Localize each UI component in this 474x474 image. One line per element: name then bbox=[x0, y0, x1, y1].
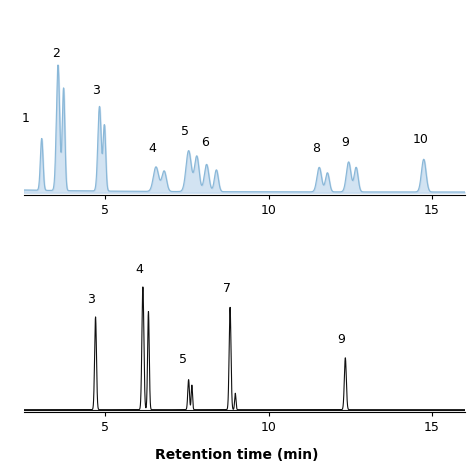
Text: 5: 5 bbox=[179, 353, 187, 366]
Text: 5: 5 bbox=[182, 125, 189, 138]
Text: 9: 9 bbox=[341, 136, 349, 149]
Text: 3: 3 bbox=[92, 84, 100, 97]
Text: 4: 4 bbox=[136, 263, 144, 276]
Text: Retention time (min): Retention time (min) bbox=[155, 448, 319, 462]
Text: 3: 3 bbox=[87, 293, 95, 306]
Text: 6: 6 bbox=[201, 136, 209, 149]
Text: 1: 1 bbox=[21, 111, 29, 125]
Text: 7: 7 bbox=[223, 282, 231, 295]
Text: 8: 8 bbox=[312, 142, 320, 155]
Text: 2: 2 bbox=[52, 47, 60, 60]
Text: 10: 10 bbox=[412, 133, 428, 146]
Text: 9: 9 bbox=[337, 333, 345, 346]
Text: 4: 4 bbox=[149, 142, 156, 155]
